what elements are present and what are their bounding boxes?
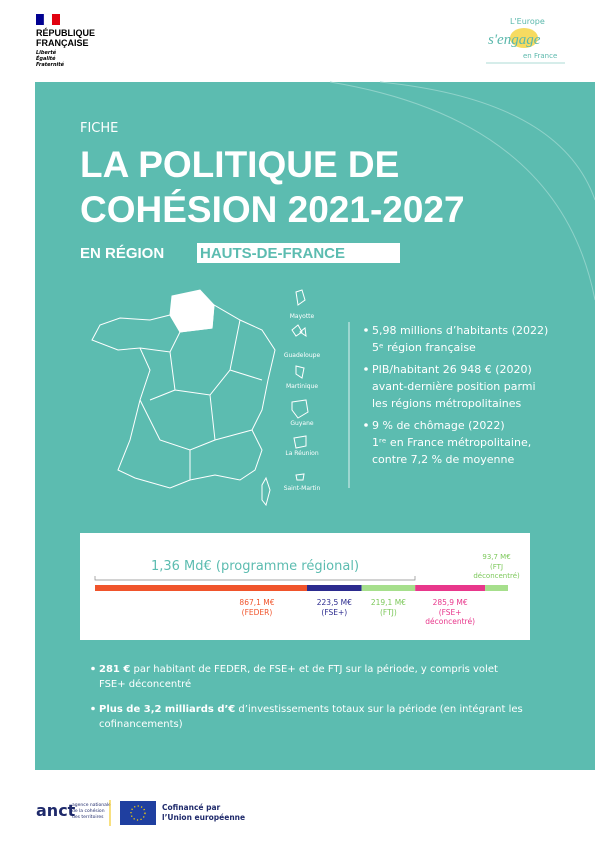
bar-segment [485, 585, 508, 591]
bullet-dot [91, 706, 95, 711]
fact-line: PIB/habitant 26 948 € (2020) [372, 363, 532, 376]
anct-logo: anct [36, 801, 76, 820]
facts: 5,98 millions d’habitants (2022) 5ᵉ régio… [364, 324, 548, 466]
region-highlight [197, 243, 400, 263]
fact-line: 5ᵉ région française [372, 341, 476, 354]
eu-text: Cofinancé par [162, 803, 221, 812]
map-label: Guadeloupe [284, 352, 321, 359]
map-label: Martinique [286, 383, 318, 390]
map [91, 289, 276, 507]
logo-text: L'Europe [510, 17, 545, 26]
anct-text: agence nationale [72, 802, 111, 808]
europe-logo: L'Europe s'engage en France [486, 17, 565, 64]
overseas [291, 289, 309, 481]
value-label: 285,9 M€ [433, 598, 468, 607]
bullet-line: cofinancements) [99, 719, 183, 730]
fund-name: (FTJ [490, 563, 503, 571]
anct-text: des territoires [72, 814, 104, 820]
fund-name: (FSE+) [321, 608, 347, 617]
kicker: FICHE [80, 121, 118, 136]
bullet-dot [364, 328, 368, 332]
bullet-dot [364, 367, 368, 371]
bullet-bold: Plus de 3,2 milliards d’€ [99, 704, 235, 715]
fact-line: 9 % de chômage (2022) [372, 419, 505, 432]
bullet-line: FSE+ déconcentré [99, 678, 191, 690]
value-label: 93,7 M€ [482, 553, 510, 561]
bullet-dot [364, 423, 368, 427]
bullet-bold: 281 € [99, 664, 130, 675]
eu-text: l’Union européenne [162, 813, 245, 822]
fact-line: 5,98 millions d’habitants (2022) [372, 324, 548, 337]
fund-name: déconcentré) [473, 572, 520, 580]
eu-flag [120, 801, 156, 825]
value-label: 219,1 M€ [371, 598, 406, 607]
bar-segment [361, 585, 416, 591]
anct-text: de la cohésion [72, 807, 105, 814]
map-label: La Réunion [285, 450, 318, 457]
bar-segment [306, 585, 362, 591]
fact-line: contre 7,2 % de moyenne [372, 453, 514, 466]
bar-segment [95, 585, 307, 591]
bullets: 281 € par habitant de FEDER, de FSE+ et … [91, 663, 523, 730]
bullet-dot [91, 666, 95, 671]
fact-line: 1ʳᵉ en France métropolitaine, [372, 436, 531, 449]
map-label: Saint-Martin [284, 485, 321, 492]
value-label: 867,1 M€ [239, 598, 274, 607]
motto: Égalité [36, 54, 56, 62]
subtitle: EN RÉGION [80, 245, 164, 262]
map-label: Guyane [290, 420, 313, 427]
fact-line: avant-dernière position parmi [372, 380, 536, 393]
logo-text: s'engage [488, 32, 541, 48]
bullet-line: 281 € par habitant de FEDER, de FSE+ et … [99, 663, 498, 675]
title: COHÉSION 2021-2027 [80, 189, 465, 230]
logo-text: en France [523, 52, 557, 60]
motto: Liberté [36, 49, 57, 56]
total-label: 1,36 Md€ (programme régional) [151, 559, 359, 574]
fund-name: déconcentré) [425, 617, 475, 626]
panel [35, 82, 595, 770]
title: LA POLITIQUE DE [80, 144, 399, 185]
fund-name: (FSE+ [439, 608, 462, 617]
bullet-text: par habitant de FEDER, de FSE+ et de FTJ… [130, 663, 498, 675]
fund-name: (FTJ) [380, 608, 397, 617]
bar-segment [415, 585, 486, 591]
value-label: 223,5 M€ [317, 598, 352, 607]
bullet-line: Plus de 3,2 milliards d’€ d’investisseme… [99, 703, 523, 715]
rf-text: RÉPUBLIQUE [36, 28, 95, 38]
motto: Fraternité [36, 61, 65, 68]
region: HAUTS-DE-FRANCE [200, 245, 345, 262]
bullet-text: d’investissements totaux sur la période … [235, 703, 522, 715]
rf-logo: RÉPUBLIQUE FRANÇAISE Liberté Égalité Fra… [36, 13, 95, 68]
rf-text: FRANÇAISE [36, 38, 89, 48]
footer: anct agence nationale de la cohésion des… [36, 800, 245, 826]
map-label: Mayotte [290, 313, 315, 320]
fact-line: les régions métropolitaines [372, 397, 522, 410]
funding-bar: 867,1 M€(FEDER)223,5 M€(FSE+)219,1 M€(FT… [95, 553, 520, 626]
fund-name: (FEDER) [242, 608, 273, 617]
